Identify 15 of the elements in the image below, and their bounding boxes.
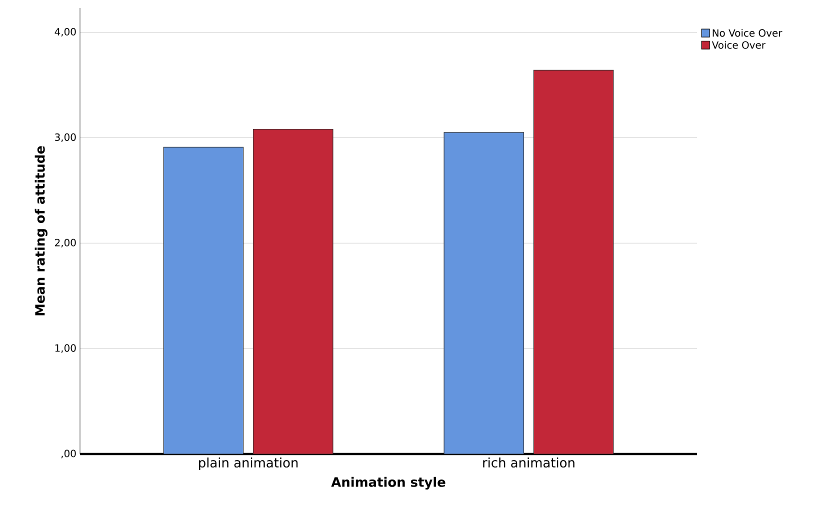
y-tick-label: 1,00 (55, 344, 76, 353)
bar (163, 146, 244, 454)
x-axis-title: Animation style (331, 476, 446, 490)
x-tick-label: plain animation (199, 458, 298, 470)
y-tick-label: ,00 (61, 450, 76, 458)
y-tick-label: 2,00 (55, 238, 76, 248)
y-axis-title: Mean rating of attitude (34, 146, 48, 316)
y-tick-label: 3,00 (55, 133, 76, 142)
y-tick-label: 4,00 (54, 28, 76, 37)
legend-label: No Voice Over (712, 29, 782, 37)
bar (533, 70, 614, 454)
x-tick-label: rich animation (483, 458, 574, 468)
legend-label: Voice Over (712, 41, 766, 49)
bar (444, 132, 524, 454)
bar (252, 128, 334, 454)
